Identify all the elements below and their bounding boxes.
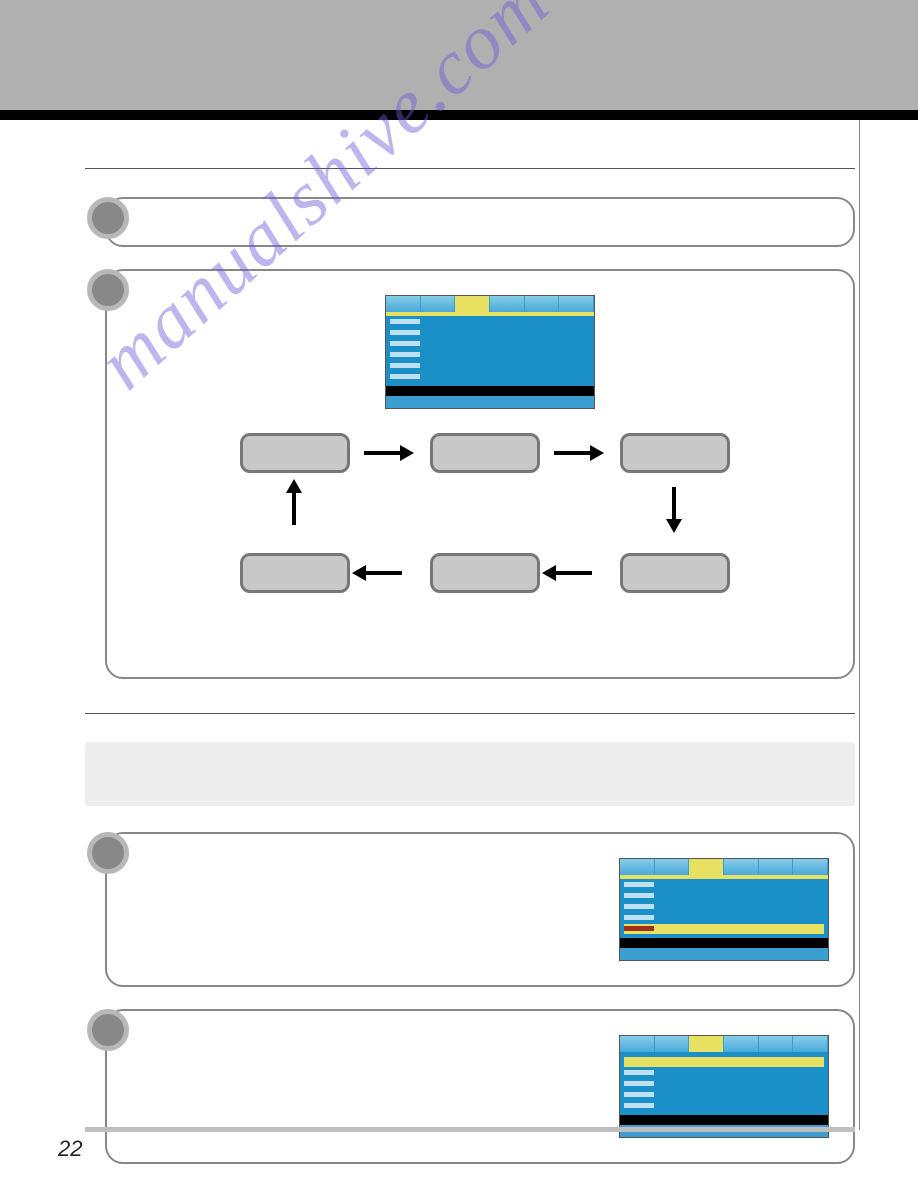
flow-node: [620, 433, 730, 473]
arrow-icon: [672, 487, 676, 521]
flow-node: [240, 433, 350, 473]
step-text-area: [151, 858, 591, 928]
step-text-area: [151, 1035, 591, 1105]
tv-screenshot: [619, 1035, 829, 1138]
header-bar: [0, 0, 918, 110]
step-pill-2: [105, 269, 855, 679]
step-dot-icon: [87, 832, 129, 874]
tv-screenshot: [385, 295, 595, 409]
arrow-icon: [364, 571, 402, 575]
tv-screenshot: [619, 858, 829, 961]
flow-node: [240, 553, 350, 593]
step-dot-icon: [87, 1009, 129, 1051]
footer-rule: [85, 1127, 855, 1132]
step-dot-icon: [87, 269, 129, 311]
cycle-flowchart: [240, 433, 740, 643]
screenshot-tabs: [620, 1036, 828, 1052]
section-divider: [85, 168, 855, 169]
flow-node: [430, 553, 540, 593]
step-dot-icon: [87, 197, 129, 239]
section-divider: [85, 713, 855, 714]
arrow-icon: [364, 451, 402, 455]
flow-node: [430, 433, 540, 473]
right-margin-rule: [859, 120, 860, 1130]
arrow-icon: [292, 491, 296, 525]
header-rule: [0, 110, 918, 120]
page-number: 22: [58, 1136, 82, 1162]
step-pill-4: [105, 1009, 855, 1164]
flow-node: [620, 553, 730, 593]
screenshot-tabs: [386, 296, 594, 312]
arrow-icon: [554, 571, 592, 575]
section-banner: [85, 742, 855, 806]
page-content: [85, 140, 855, 1186]
step-pill-3: [105, 832, 855, 987]
arrow-icon: [554, 451, 592, 455]
step-pill-1: [105, 197, 855, 247]
screenshot-tabs: [620, 859, 828, 875]
